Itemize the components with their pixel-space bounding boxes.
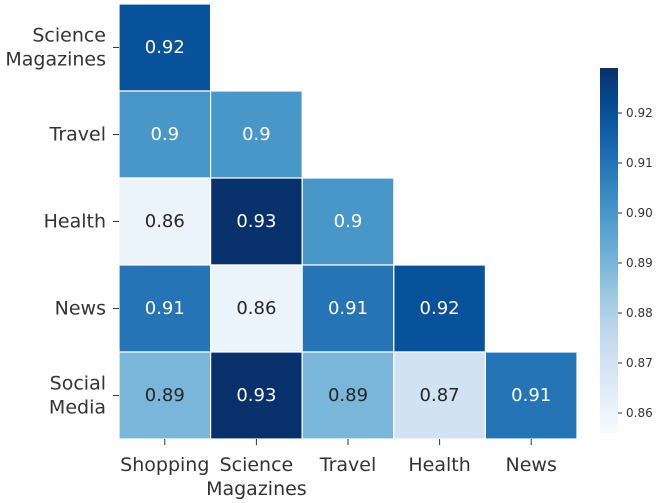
- row-label: News: [55, 298, 106, 320]
- heatmap-cell: [118, 3, 212, 92]
- cell-value-label: 0.91: [328, 298, 368, 319]
- heatmap-cell: [393, 351, 486, 440]
- heatmap-cell: [118, 177, 212, 266]
- colorbar-tick-label: 0.89: [626, 256, 653, 270]
- cell-value-label: 0.89: [328, 385, 368, 406]
- column-labels: Shopping Science Magazines Travel Health News: [120, 439, 557, 500]
- cell-value-label: 0.92: [145, 37, 185, 58]
- heatmap-cell: [210, 351, 303, 440]
- column-label: Health: [408, 454, 470, 476]
- colorbar-tick-label: 0.90: [626, 206, 653, 220]
- row-label: Travel: [49, 124, 106, 146]
- colorbar: 0.86 0.87 0.88 0.89 0.90 0.91 0.92: [600, 68, 653, 433]
- cell-value-label: 0.89: [145, 385, 185, 406]
- colorbar-tick-label: 0.87: [626, 356, 653, 370]
- cell-value-label: 0.93: [236, 211, 276, 232]
- heatmap-cell: [210, 90, 303, 179]
- colorbar-gradient: [600, 68, 618, 433]
- heatmap-cell: [393, 264, 486, 353]
- cell-value-label: 0.91: [511, 385, 551, 406]
- heatmap-cell: [301, 177, 395, 266]
- heatmap-cell: [210, 264, 303, 353]
- colorbar-tick-label: 0.88: [626, 306, 653, 320]
- heatmap-cell: [210, 177, 303, 266]
- cell-value-label: 0.86: [236, 298, 276, 319]
- cell-value-label: 0.9: [150, 124, 179, 145]
- cell-value-label: 0.86: [145, 211, 185, 232]
- heatmap-cells: 0.92 0.9 0.9 0.86 0.93 0.9 0.91 0.86 0.91 0.92 0.8…: [118, 3, 578, 440]
- column-label: Science Magazines: [206, 454, 307, 500]
- row-label: Social Media: [49, 373, 106, 419]
- cell-value-label: 0.87: [420, 385, 460, 406]
- cell-value-label: 0.92: [420, 298, 460, 319]
- row-label: Science Magazines: [5, 25, 106, 71]
- heatmap-cell: [484, 351, 578, 440]
- heatmap-cell: [118, 90, 212, 179]
- heatmap-cell: [301, 351, 395, 440]
- column-label: News: [506, 454, 557, 476]
- column-label: Shopping: [120, 454, 209, 476]
- column-label: Travel: [319, 454, 376, 476]
- colorbar-tick-label: 0.91: [626, 156, 653, 170]
- cell-value-label: 0.9: [242, 124, 271, 145]
- colorbar-tick-label: 0.92: [626, 106, 653, 120]
- cell-value-label: 0.9: [334, 211, 363, 232]
- row-labels: Science Magazines Travel Health News Social Me…: [5, 25, 119, 419]
- cell-value-label: 0.93: [236, 385, 276, 406]
- colorbar-tick-label: 0.86: [626, 406, 653, 420]
- row-label: Health: [44, 211, 106, 233]
- cell-value-label: 0.91: [145, 298, 185, 319]
